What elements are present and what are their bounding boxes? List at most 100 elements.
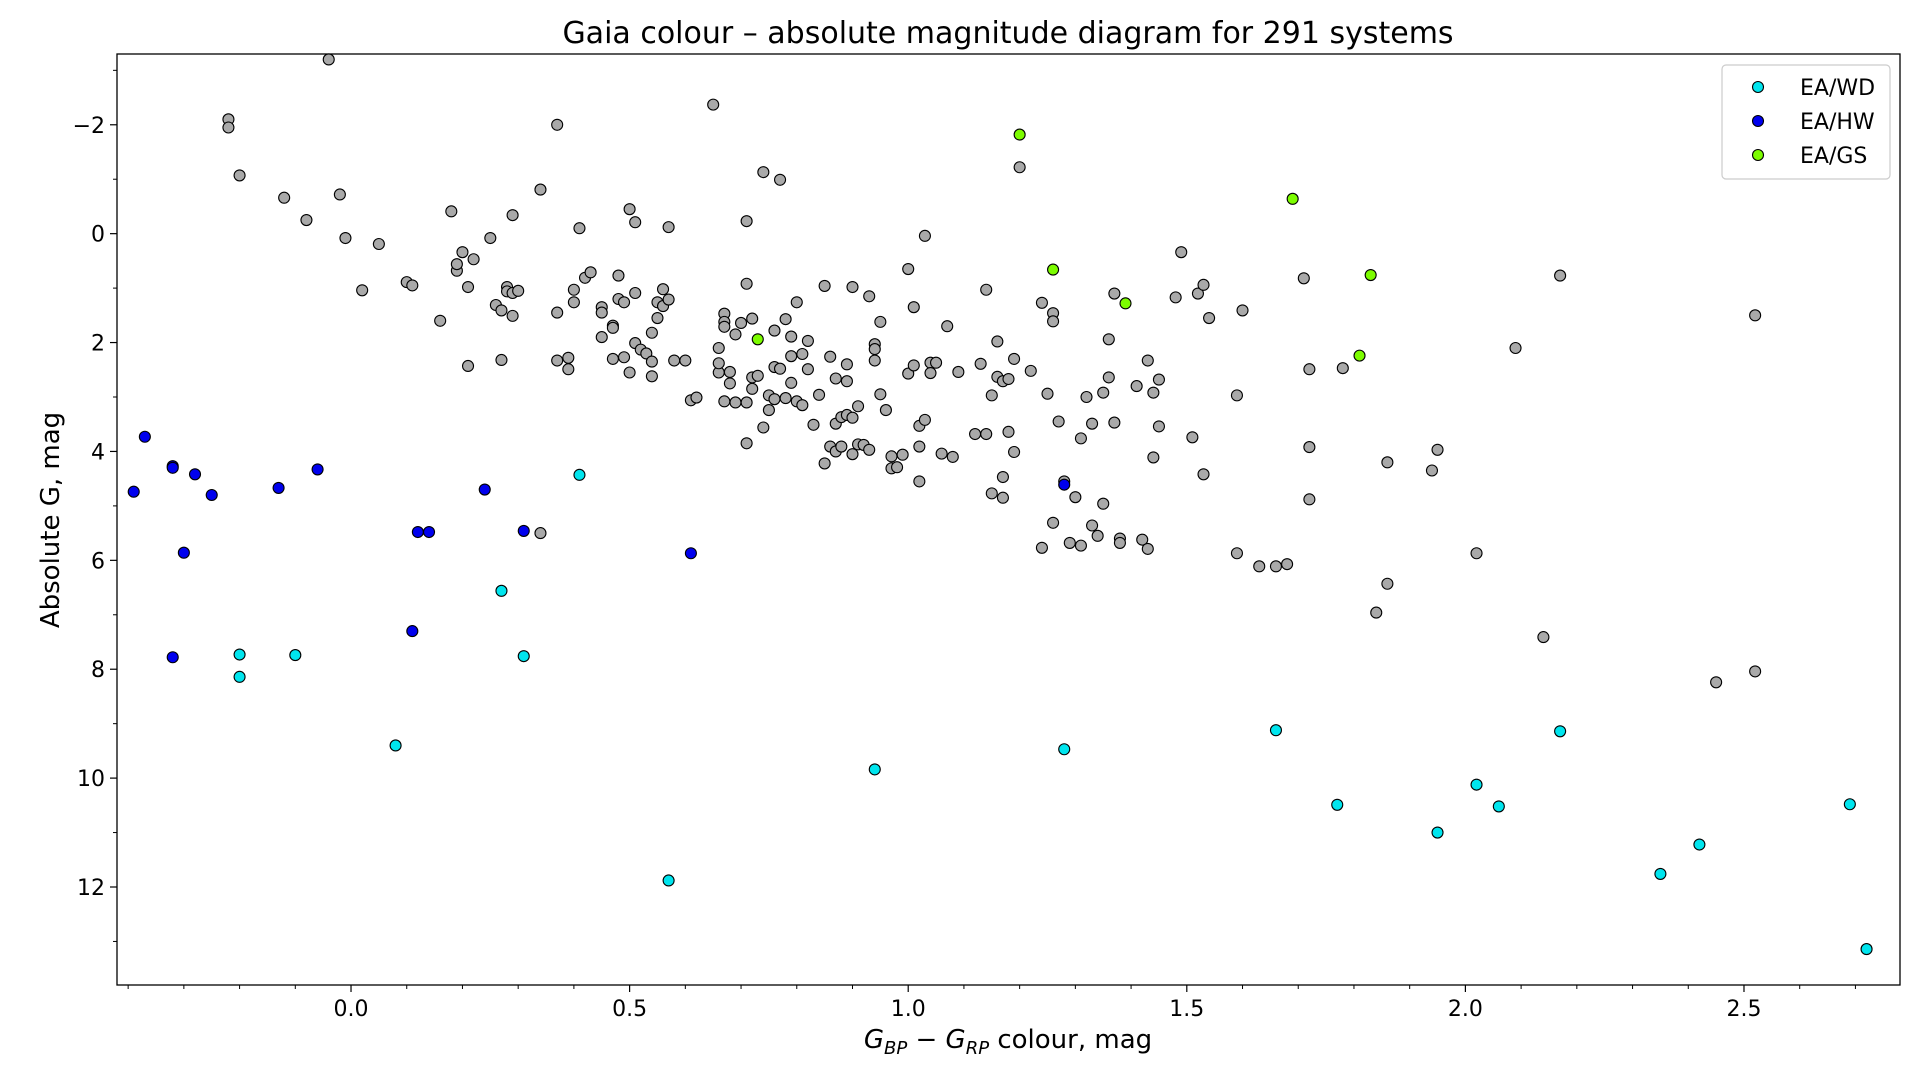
data-point — [985, 389, 998, 402]
data-point — [1141, 542, 1154, 555]
data-point — [891, 461, 904, 474]
data-point — [662, 874, 675, 887]
data-point — [813, 388, 826, 401]
x-axis-ticks: 0.0 0.5 1.0 1.5 2.0 2.5 — [127, 985, 1856, 1022]
data-point — [1013, 161, 1026, 174]
data-point — [1047, 315, 1060, 328]
data-point — [629, 216, 642, 229]
data-point — [740, 277, 753, 290]
data-point — [996, 491, 1009, 504]
y-tick-label: 8 — [91, 658, 105, 683]
legend-box — [1721, 64, 1891, 180]
data-point — [1509, 341, 1522, 355]
data-point — [1152, 373, 1165, 386]
data-point — [467, 253, 480, 266]
data-point — [1097, 386, 1110, 399]
data-point — [567, 296, 580, 309]
data-point — [534, 527, 547, 540]
data-point — [1102, 333, 1115, 346]
data-point — [774, 362, 787, 375]
data-point — [902, 367, 915, 380]
legend-label: EA/GS — [1800, 144, 1867, 169]
data-point — [662, 293, 675, 306]
data-point — [779, 313, 792, 326]
data-point — [127, 485, 140, 498]
data-point — [1069, 491, 1082, 504]
data-point — [461, 280, 475, 294]
data-point — [846, 411, 859, 424]
data-point — [1297, 272, 1310, 285]
data-point — [411, 525, 424, 539]
data-point — [729, 328, 742, 341]
data-point — [623, 366, 636, 379]
chart-title: Gaia colour – absolute magnitude diagram… — [562, 16, 1453, 51]
data-point — [1381, 456, 1394, 469]
data-point — [1654, 867, 1667, 880]
data-point — [868, 354, 881, 367]
data-point — [1281, 558, 1294, 571]
data-point — [684, 547, 697, 560]
data-point — [1169, 291, 1182, 304]
data-point — [868, 343, 881, 356]
data-point — [757, 421, 770, 434]
data-point — [1554, 725, 1567, 738]
data-point — [1008, 352, 1021, 365]
data-point — [1035, 541, 1048, 554]
data-point — [768, 324, 781, 337]
data-point — [1013, 128, 1026, 141]
data-point — [712, 341, 725, 355]
data-point — [740, 437, 753, 450]
data-point — [707, 98, 720, 111]
y-tick-label: 2 — [91, 332, 105, 357]
data-point — [1331, 798, 1344, 811]
data-point — [1303, 493, 1316, 506]
y-axis-label: Absolute G, mag — [36, 412, 66, 628]
data-point — [1097, 497, 1110, 510]
data-point — [924, 366, 937, 380]
legend: EA/WD EA/HW EA/GS — [1721, 64, 1891, 180]
data-point — [356, 284, 369, 297]
data-point — [1035, 296, 1048, 309]
data-point — [751, 333, 764, 346]
data-point — [1236, 304, 1249, 317]
data-point — [445, 205, 458, 218]
data-point — [868, 763, 881, 776]
x-axis-label: GBP − GRP colour, mag — [864, 1025, 1152, 1059]
legend-marker — [1751, 148, 1765, 162]
data-point — [1152, 420, 1165, 433]
data-point — [434, 314, 447, 327]
x-tick-label: 1.0 — [891, 997, 926, 1022]
series-ea-wd — [233, 468, 1873, 956]
data-point — [1102, 371, 1115, 384]
legend-label: EA/WD — [1800, 76, 1875, 101]
data-point — [1197, 468, 1210, 481]
data-point — [1052, 415, 1065, 428]
data-point — [233, 169, 246, 182]
data-point — [740, 396, 753, 409]
data-point — [595, 331, 608, 344]
data-point — [757, 166, 770, 179]
data-point — [1269, 560, 1282, 573]
data-point — [952, 365, 965, 379]
data-point — [506, 209, 519, 222]
data-point — [512, 284, 525, 297]
data-point — [551, 354, 564, 367]
data-point — [1063, 536, 1076, 549]
data-point — [300, 214, 313, 227]
data-point — [718, 395, 731, 408]
data-point — [1074, 432, 1087, 445]
data-point — [1431, 443, 1444, 456]
data-point — [980, 427, 993, 441]
data-point — [846, 448, 859, 461]
data-point — [573, 222, 586, 235]
data-point — [946, 450, 959, 463]
data-point — [1537, 631, 1550, 644]
data-point — [1336, 362, 1349, 375]
data-point — [233, 648, 246, 661]
data-point — [846, 280, 859, 294]
data-point — [874, 388, 887, 401]
data-point — [311, 463, 324, 476]
data-point — [818, 279, 831, 292]
data-point — [796, 347, 809, 361]
data-point — [863, 443, 876, 456]
